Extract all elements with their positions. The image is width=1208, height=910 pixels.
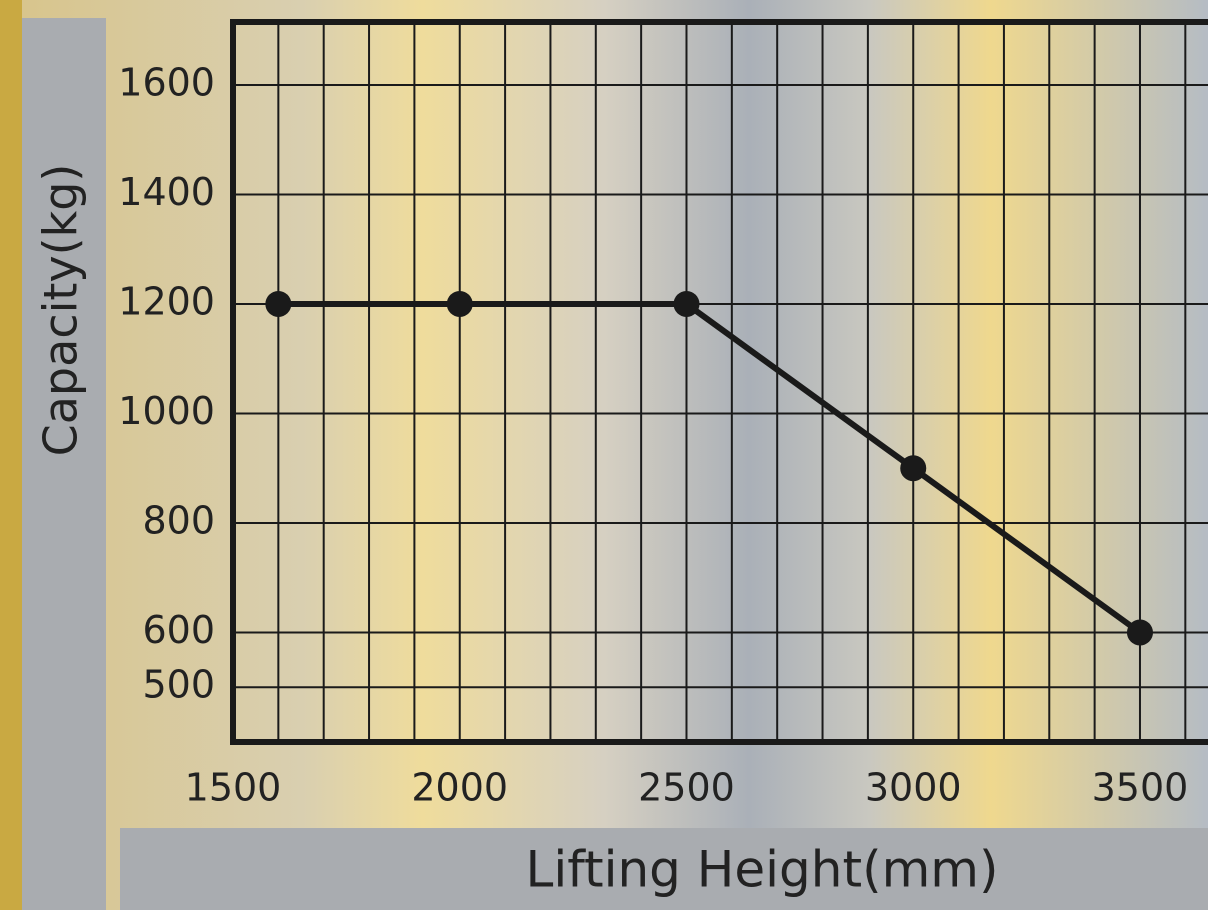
- y-axis-label: Capacity(kg): [34, 164, 88, 457]
- edge: [0, 0, 22, 910]
- x-tick-label: 2000: [411, 766, 508, 810]
- y-label-band: [22, 18, 106, 910]
- y-tick-label: 1200: [118, 279, 215, 323]
- y-tick-label: 800: [142, 498, 215, 542]
- x-label-band: [120, 828, 1208, 910]
- y-tick-label: 1000: [118, 389, 215, 433]
- data-point: [446, 290, 473, 317]
- y-tick-label: 500: [142, 663, 215, 707]
- y-tick-label: 1400: [118, 170, 215, 214]
- x-tick-label: 1500: [185, 766, 282, 810]
- y-tick-label: 1600: [118, 60, 215, 104]
- data-point: [900, 455, 927, 482]
- y-tick-label: 600: [142, 608, 215, 652]
- x-tick-label: 2500: [638, 766, 735, 810]
- data-point: [1126, 619, 1153, 646]
- data-point: [265, 290, 292, 317]
- x-axis-label: Lifting Height(mm): [526, 841, 999, 899]
- x-tick-label: 3500: [1092, 766, 1189, 810]
- x-tick-label: 3000: [865, 766, 962, 810]
- plot-frame: [230, 19, 1208, 745]
- data-point: [673, 290, 700, 317]
